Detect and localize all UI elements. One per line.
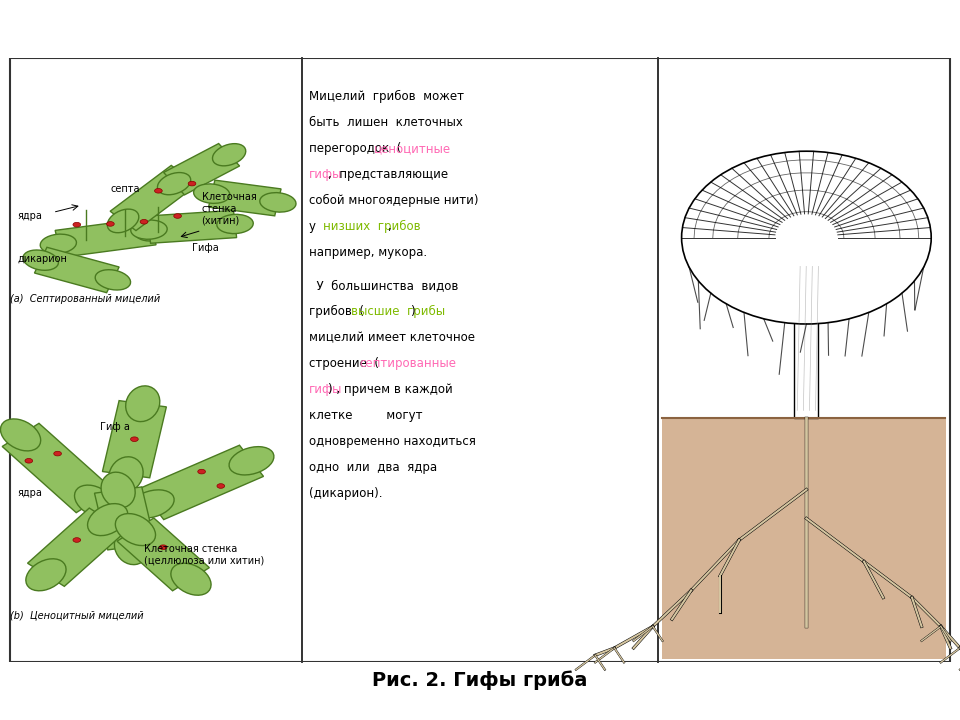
Ellipse shape <box>23 250 59 270</box>
Ellipse shape <box>54 451 61 456</box>
FancyBboxPatch shape <box>10 58 950 662</box>
Text: У  большинства  видов: У большинства видов <box>309 279 459 292</box>
Ellipse shape <box>107 222 114 226</box>
FancyBboxPatch shape <box>795 259 818 418</box>
Polygon shape <box>55 218 156 257</box>
Polygon shape <box>208 180 281 216</box>
Ellipse shape <box>25 459 33 463</box>
Ellipse shape <box>155 189 162 193</box>
Text: (дикарион).: (дикарион). <box>309 487 383 500</box>
Ellipse shape <box>109 456 143 492</box>
Text: перегородок  (: перегородок ( <box>309 142 401 155</box>
Ellipse shape <box>188 181 196 186</box>
Polygon shape <box>117 518 209 591</box>
Text: (a)  Септированный мицелий: (a) Септированный мицелий <box>10 294 160 304</box>
Ellipse shape <box>159 545 167 549</box>
Text: Клеточная стенка
(целлюлоза или хитин): Клеточная стенка (целлюлоза или хитин) <box>144 544 264 565</box>
Polygon shape <box>140 445 263 520</box>
Text: ): ) <box>411 305 415 318</box>
Text: ) , причем в каждой: ) , причем в каждой <box>327 383 452 396</box>
Ellipse shape <box>682 151 931 324</box>
Ellipse shape <box>95 270 131 290</box>
Text: мицелий имеет клеточное: мицелий имеет клеточное <box>309 331 475 344</box>
Text: Гифа: Гифа <box>192 243 219 253</box>
Polygon shape <box>163 143 240 195</box>
Ellipse shape <box>134 222 171 241</box>
Polygon shape <box>28 508 126 586</box>
Text: например, мукора.: например, мукора. <box>309 246 427 258</box>
Ellipse shape <box>73 222 81 227</box>
Ellipse shape <box>130 490 174 518</box>
Polygon shape <box>35 247 119 293</box>
Text: ядра: ядра <box>17 211 42 221</box>
Polygon shape <box>94 487 156 550</box>
Text: дикарион: дикарион <box>17 254 67 264</box>
Ellipse shape <box>194 184 229 203</box>
FancyBboxPatch shape <box>662 418 946 659</box>
FancyBboxPatch shape <box>0 0 960 58</box>
Ellipse shape <box>212 144 246 166</box>
Ellipse shape <box>115 513 156 546</box>
Text: грибов  (: грибов ( <box>309 305 364 318</box>
Ellipse shape <box>131 437 138 441</box>
Text: ,  представляющие: , представляющие <box>327 168 447 181</box>
Text: строение  (: строение ( <box>309 357 379 370</box>
Polygon shape <box>2 423 113 513</box>
Ellipse shape <box>40 234 77 253</box>
Ellipse shape <box>1 419 40 451</box>
Polygon shape <box>103 400 166 478</box>
Text: одно  или  два  ядра: одно или два ядра <box>309 461 437 474</box>
Ellipse shape <box>101 472 135 508</box>
Ellipse shape <box>217 215 253 233</box>
Text: собой многоядерные нити): собой многоядерные нити) <box>309 194 479 207</box>
Text: гифы: гифы <box>309 383 343 396</box>
Text: септированные: септированные <box>360 357 457 370</box>
Text: Гиф а: Гиф а <box>100 422 131 432</box>
Text: одновременно находиться: одновременно находиться <box>309 435 476 448</box>
Ellipse shape <box>75 485 114 517</box>
Text: Клеточная
стенка
(хитин): Клеточная стенка (хитин) <box>202 192 256 225</box>
Text: клетке         могут: клетке могут <box>309 409 422 422</box>
Text: у: у <box>309 220 324 233</box>
Ellipse shape <box>126 386 159 422</box>
Ellipse shape <box>26 559 66 591</box>
Ellipse shape <box>198 469 205 474</box>
Text: гифы: гифы <box>309 168 343 181</box>
Text: септа: септа <box>110 184 139 194</box>
FancyBboxPatch shape <box>0 662 960 720</box>
Text: низших  грибов: низших грибов <box>323 220 420 233</box>
Text: ценоцитные: ценоцитные <box>373 142 451 155</box>
Ellipse shape <box>108 209 139 233</box>
Ellipse shape <box>131 220 167 239</box>
Ellipse shape <box>217 484 225 488</box>
Ellipse shape <box>73 538 81 542</box>
Text: (b)  Ценоцитный мицелий: (b) Ценоцитный мицелий <box>10 611 143 621</box>
Polygon shape <box>110 166 197 230</box>
Ellipse shape <box>114 529 149 564</box>
Ellipse shape <box>171 563 211 595</box>
Text: ядра: ядра <box>17 488 42 498</box>
Text: высшие  грибы: высшие грибы <box>350 305 444 318</box>
Ellipse shape <box>87 503 128 536</box>
Ellipse shape <box>229 446 274 475</box>
Ellipse shape <box>168 163 200 187</box>
Ellipse shape <box>260 193 296 212</box>
Text: быть  лишен  клеточных: быть лишен клеточных <box>309 116 463 129</box>
Polygon shape <box>148 210 236 243</box>
Ellipse shape <box>140 220 148 224</box>
Text: ,: , <box>388 220 392 233</box>
Text: Мицелий  грибов  может: Мицелий грибов может <box>309 90 464 103</box>
Ellipse shape <box>157 173 191 194</box>
Text: Рис. 2. Гифы гриба: Рис. 2. Гифы гриба <box>372 670 588 690</box>
Ellipse shape <box>174 214 181 218</box>
